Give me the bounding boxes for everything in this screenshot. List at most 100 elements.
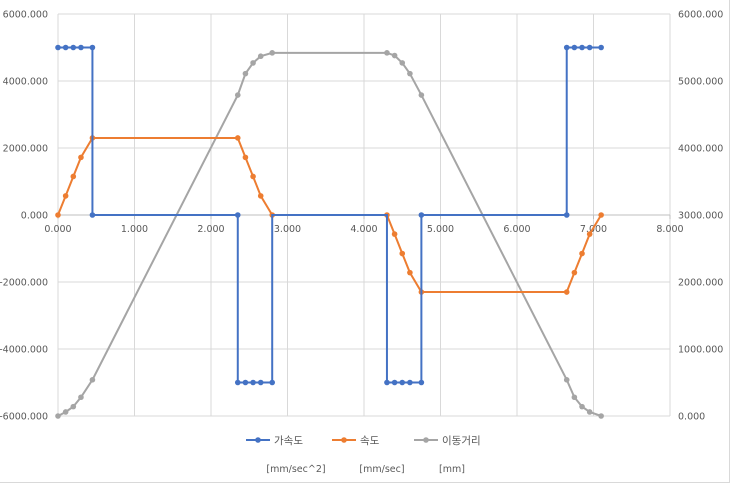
y-right-tick-label: 6000.000 bbox=[678, 10, 723, 21]
data-point-series-3 bbox=[250, 60, 256, 66]
data-point-series-1 bbox=[563, 212, 570, 218]
data-point-series-3 bbox=[384, 50, 390, 56]
data-point-series-3 bbox=[257, 53, 264, 60]
data-point-series-2 bbox=[257, 193, 264, 199]
data-point-series-1 bbox=[89, 44, 96, 51]
data-point-series-1 bbox=[250, 379, 256, 386]
y-right-tick-label: 4000.000 bbox=[678, 144, 723, 155]
legend-swatch-marker bbox=[341, 437, 347, 443]
data-point-series-1 bbox=[78, 44, 84, 51]
data-point-series-2 bbox=[242, 154, 249, 161]
data-point-series-3 bbox=[579, 403, 585, 410]
x-tick-label: 0.000 bbox=[44, 224, 71, 235]
legend-swatch-marker bbox=[255, 437, 261, 443]
y-axis-right: 6000.000 5000.000 4000.000 3000.000 2000.000… bbox=[678, 10, 723, 423]
y-left-tick-label: -2000.000 bbox=[0, 278, 48, 289]
data-point-series-3 bbox=[70, 403, 77, 410]
data-point-series-1 bbox=[234, 379, 241, 386]
unit-label: [mm/sec^2] bbox=[266, 464, 325, 475]
data-point-series-2 bbox=[70, 173, 77, 180]
y-left-tick-label: 2000.000 bbox=[3, 144, 48, 155]
y-left-tick-label: -6000.000 bbox=[0, 412, 48, 423]
data-point-series-2 bbox=[399, 250, 406, 257]
data-point-series-1 bbox=[571, 44, 578, 51]
data-point-series-1 bbox=[234, 212, 241, 218]
series-line-1 bbox=[58, 46, 602, 384]
data-point-series-2 bbox=[571, 269, 578, 276]
legend: 가속도 속도 이동거리 bbox=[246, 435, 481, 447]
x-tick-label: 4.000 bbox=[350, 224, 377, 235]
data-point-series-1 bbox=[384, 379, 390, 386]
y-right-tick-label: 1000.000 bbox=[678, 345, 723, 356]
x-tick-label: 6.000 bbox=[503, 224, 530, 235]
data-point-series-1 bbox=[70, 44, 77, 51]
data-point-series-1 bbox=[242, 379, 249, 386]
unit-labels: [mm/sec^2] [mm/sec] [mm] bbox=[266, 464, 465, 475]
data-point-series-2 bbox=[586, 231, 593, 237]
x-tick-label: 8.000 bbox=[656, 224, 683, 235]
data-point-series-1 bbox=[257, 379, 264, 386]
data-point-series-2 bbox=[598, 212, 604, 218]
data-point-series-3 bbox=[78, 394, 84, 401]
data-point-series-3 bbox=[55, 413, 61, 419]
unit-label: [mm/sec] bbox=[359, 464, 404, 475]
data-point-series-1 bbox=[89, 212, 96, 218]
data-point-series-1 bbox=[391, 379, 398, 386]
y-right-tick-label: 3000.000 bbox=[678, 211, 723, 222]
legend-label: 가속도 bbox=[274, 435, 303, 447]
series-line-3 bbox=[57, 51, 602, 417]
legend-swatch-marker bbox=[423, 437, 429, 443]
x-tick-label: 5.000 bbox=[427, 224, 454, 235]
data-point-series-3 bbox=[242, 70, 249, 77]
data-point-series-3 bbox=[89, 377, 96, 383]
data-point-series-1 bbox=[586, 44, 593, 51]
data-point-series-2 bbox=[78, 154, 84, 161]
y-right-tick-label: 0.000 bbox=[678, 412, 705, 423]
data-point-series-3 bbox=[234, 92, 241, 98]
data-point-series-1 bbox=[407, 379, 413, 386]
data-point-series-1 bbox=[399, 379, 406, 386]
x-axis: 0.000 1.000 2.000 3.000 4.000 5.000 6.000 7.000… bbox=[44, 214, 684, 235]
y-axis-left: 6000.000 4000.000 2000.000 0.000 -2000.000 -4… bbox=[0, 10, 48, 423]
data-point-series-3 bbox=[62, 409, 69, 415]
unit-label: [mm] bbox=[439, 464, 465, 475]
data-point-series-2 bbox=[579, 250, 585, 257]
y-right-tick-label: 5000.000 bbox=[678, 77, 723, 88]
y-left-tick-label: 6000.000 bbox=[3, 10, 48, 21]
y-left-tick-label: 0.000 bbox=[21, 211, 48, 222]
data-point-series-2 bbox=[391, 231, 398, 237]
x-tick-label: 2.000 bbox=[197, 224, 224, 235]
y-left-tick-label: -4000.000 bbox=[0, 345, 48, 356]
data-point-series-3 bbox=[571, 394, 578, 401]
data-point-series-2 bbox=[407, 269, 413, 276]
y-right-tick-label: 2000.000 bbox=[678, 278, 723, 289]
data-point-series-1 bbox=[269, 379, 276, 386]
data-point-series-3 bbox=[391, 52, 398, 59]
data-point-series-3 bbox=[407, 70, 413, 77]
data-point-series-1 bbox=[62, 44, 69, 51]
x-tick-label: 1.000 bbox=[121, 224, 148, 235]
data-point-series-1 bbox=[418, 212, 425, 218]
data-point-series-1 bbox=[579, 44, 585, 51]
data-point-series-2 bbox=[234, 135, 241, 141]
data-point-series-2 bbox=[250, 173, 256, 180]
data-point-series-1 bbox=[598, 44, 604, 51]
series-group bbox=[55, 44, 604, 419]
data-point-series-2 bbox=[62, 193, 69, 199]
data-point-series-3 bbox=[586, 409, 593, 415]
data-point-series-3 bbox=[418, 92, 425, 98]
y-left-tick-label: 4000.000 bbox=[3, 77, 48, 88]
data-point-series-3 bbox=[269, 50, 276, 56]
data-point-series-1 bbox=[418, 379, 425, 386]
data-point-series-2 bbox=[563, 289, 570, 295]
data-point-series-3 bbox=[563, 377, 570, 383]
legend-label: 속도 bbox=[360, 435, 380, 447]
legend-label: 이동거리 bbox=[442, 435, 481, 447]
data-point-series-1 bbox=[55, 44, 61, 51]
data-point-series-3 bbox=[598, 413, 604, 419]
data-point-series-2 bbox=[55, 212, 61, 218]
data-point-series-1 bbox=[563, 44, 570, 51]
x-tick-label: 3.000 bbox=[274, 224, 301, 235]
